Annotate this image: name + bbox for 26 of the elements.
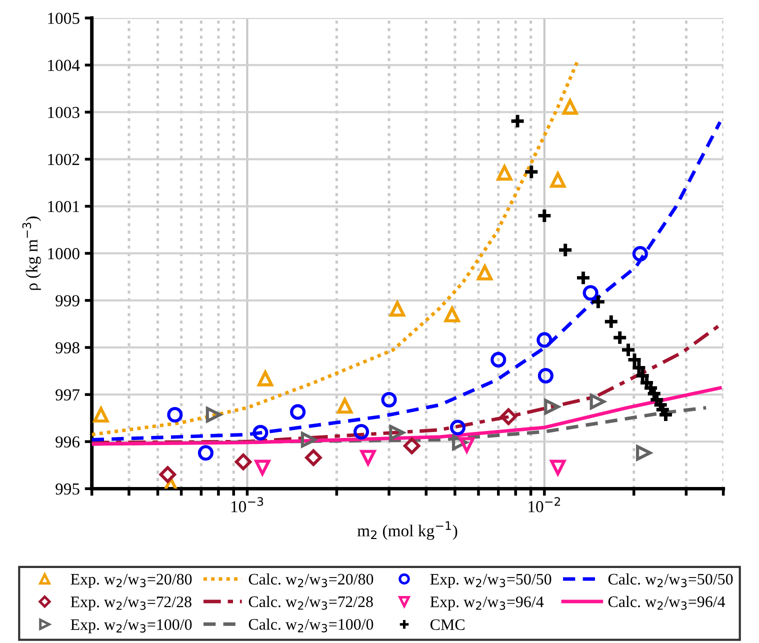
y-tick-label: 1003 <box>48 106 80 118</box>
legend-label: Calc. w$_{2}$/w$_{3}$=20/80 <box>248 573 374 588</box>
y-tick-label: 998 <box>56 342 80 354</box>
y-tick-label: 1001 <box>48 200 80 212</box>
legend-label: Calc. w$_{2}$/w$_{3}$=72/28 <box>248 596 373 610</box>
x-tick-label: 10$^{−2}$ <box>528 497 560 512</box>
legend-label: CMC <box>430 619 464 630</box>
y-tick-label: 1004 <box>48 60 80 72</box>
x-tick-label: 10$^{−3}$ <box>231 497 264 512</box>
y-tick-label: 1000 <box>48 248 80 260</box>
legend-label: Exp. w$_{2}$/w$_{3}$=96/4 <box>430 596 544 610</box>
y-axis-title: ρ (kg m$^{−3}$) <box>22 216 41 290</box>
legend-label: Exp. w$_{2}$/w$_{3}$=72/28 <box>70 596 192 611</box>
y-tick-label: 1005 <box>48 12 80 24</box>
y-tick-label: 995 <box>56 483 80 495</box>
y-tick-label: 1002 <box>48 154 80 166</box>
legend-label: Exp. w$_{2}$/w$_{3}$=50/50 <box>430 574 552 588</box>
legend-label: Calc. w$_{2}$/w$_{3}$=50/50 <box>608 573 733 588</box>
y-tick-label: 999 <box>56 295 80 306</box>
legend-label: Calc. w$_{2}$/w$_{3}$=96/4 <box>608 596 726 610</box>
x-axis-title: m$_{2}$ (mol kg$^{−1}$) <box>357 521 458 540</box>
y-tick-label: 997 <box>56 389 80 400</box>
legend-label: Calc. w$_{2}$/w$_{3}$=100/0 <box>248 618 374 632</box>
legend-label: Exp. w$_{2}$/w$_{3}$=20/80 <box>70 574 192 588</box>
y-tick-label: 996 <box>56 436 80 448</box>
legend-label: Exp. w$_{2}$/w$_{3}$=100/0 <box>70 619 192 634</box>
